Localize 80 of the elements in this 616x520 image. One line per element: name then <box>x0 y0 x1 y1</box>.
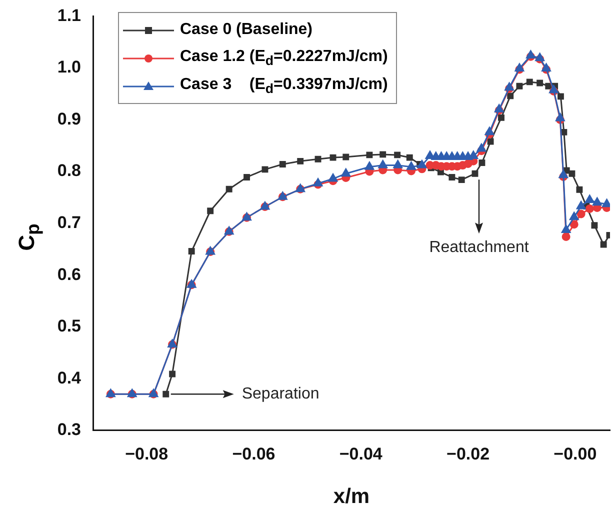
point <box>487 138 494 145</box>
y-tick-label: 0.3 <box>57 420 81 440</box>
point <box>378 160 388 168</box>
y-tick-label: 0.8 <box>57 161 81 180</box>
point <box>549 84 558 94</box>
y-tick-label: 0.7 <box>57 212 81 232</box>
point <box>600 241 607 248</box>
point <box>366 152 373 158</box>
annotation: Separation <box>242 386 320 403</box>
point <box>568 170 576 177</box>
point <box>169 370 176 378</box>
point <box>341 168 351 177</box>
point <box>592 197 602 206</box>
point <box>162 390 170 398</box>
point <box>226 186 232 192</box>
x-axis-title: x/m <box>333 485 370 508</box>
point <box>562 232 570 242</box>
point <box>380 151 386 158</box>
annotation: Reattachment <box>429 239 530 256</box>
point <box>394 152 401 158</box>
point <box>448 174 456 180</box>
point <box>406 162 416 170</box>
point <box>328 174 338 182</box>
point <box>536 80 544 86</box>
y-tick-label: 1.0 <box>57 58 81 77</box>
x-tick-label: −0.00 <box>554 444 597 464</box>
point <box>476 143 486 152</box>
x-tick-label: −0.04 <box>339 444 383 464</box>
point <box>393 160 402 168</box>
point <box>468 150 478 159</box>
y-tick-label: 0.9 <box>57 109 81 128</box>
point <box>556 112 565 122</box>
point <box>364 162 374 170</box>
point <box>437 168 444 176</box>
point <box>561 224 571 234</box>
point <box>279 161 286 168</box>
point <box>342 154 350 160</box>
point <box>313 178 323 186</box>
point <box>545 82 552 90</box>
point <box>314 156 322 162</box>
point <box>576 200 586 210</box>
point <box>498 114 504 121</box>
legend-label: Case 0 (Baseline) <box>180 21 313 39</box>
x-tick-label: −0.08 <box>125 444 168 464</box>
x-tick-label: −0.06 <box>232 444 276 464</box>
point <box>557 93 564 100</box>
y-tick-label: 1.1 <box>57 6 81 25</box>
legend-label: Case 1.2 (E$_{d}$=0.2227mJ/cm) <box>180 48 388 68</box>
point <box>570 220 578 229</box>
point <box>558 170 568 178</box>
point <box>591 222 598 229</box>
y-tick-label: 0.6 <box>57 264 81 284</box>
point <box>576 210 586 218</box>
point <box>507 92 514 100</box>
point <box>330 154 336 161</box>
point <box>262 166 268 173</box>
point <box>297 158 304 164</box>
y-tick-label: 0.5 <box>57 316 81 336</box>
point <box>458 176 465 184</box>
point <box>207 208 214 214</box>
point <box>425 150 435 159</box>
legend-label: Case 3 (E$_{d}$=0.3397mJ/cm) <box>180 76 388 96</box>
point <box>585 204 594 214</box>
point <box>584 194 594 203</box>
point <box>188 248 195 254</box>
y-tick-label: 0.4 <box>57 368 82 388</box>
point <box>484 126 494 136</box>
point <box>406 154 413 161</box>
point <box>542 63 551 72</box>
point <box>244 174 250 180</box>
point <box>472 170 478 177</box>
point <box>516 82 523 90</box>
point <box>494 104 504 112</box>
point <box>514 63 524 72</box>
point <box>417 160 427 168</box>
x-tick-label: −0.02 <box>446 444 490 464</box>
point <box>569 212 579 220</box>
point <box>576 186 583 193</box>
point <box>478 160 486 166</box>
point <box>526 78 533 86</box>
